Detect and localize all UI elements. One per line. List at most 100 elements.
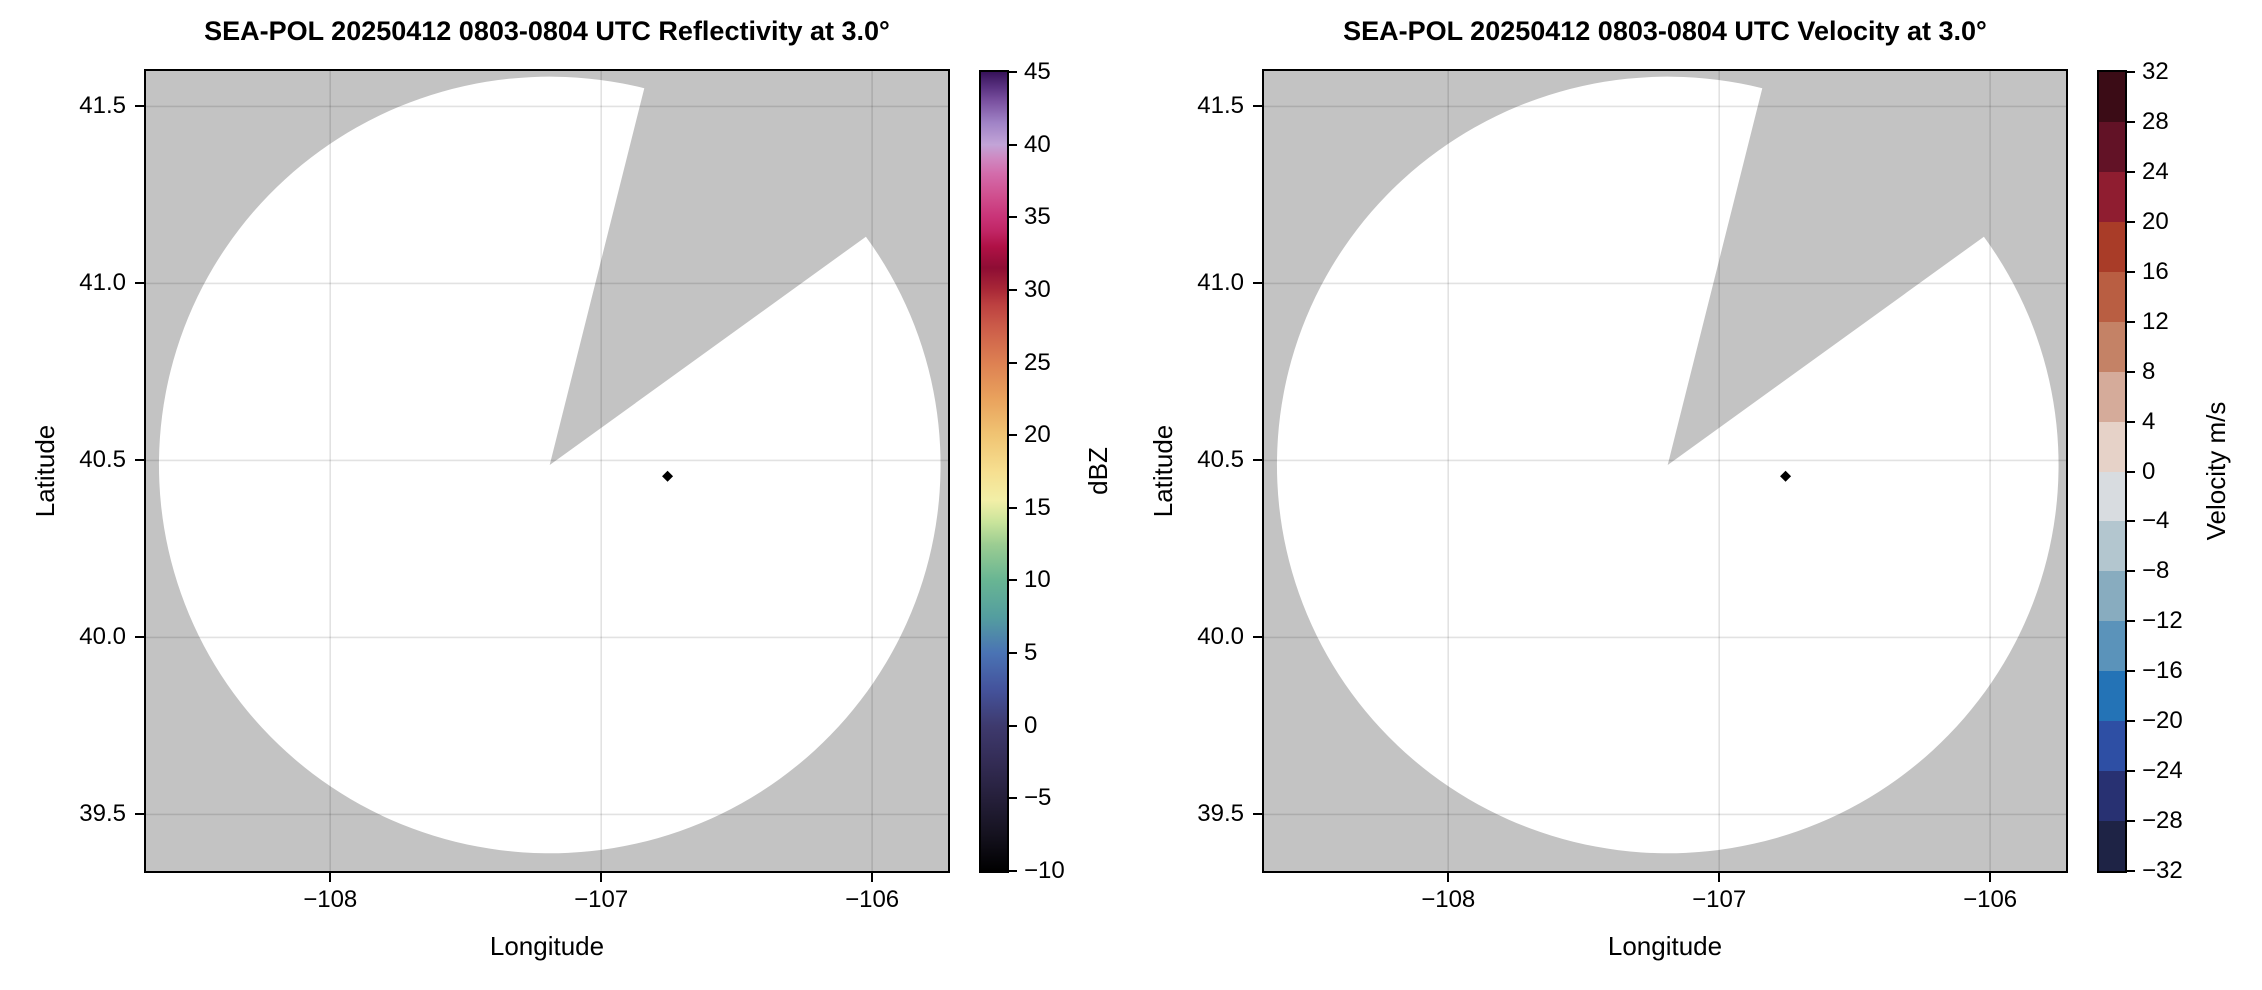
radar-ppi-canvas [146,71,948,871]
y-tick-label: 40.5 [79,446,126,474]
x-tick-label: −107 [1692,886,1747,913]
colorbar-tick-label: 45 [1024,58,1051,85]
x-tick-label: −108 [1421,886,1476,913]
y-tick-label: 41.5 [1197,92,1244,120]
y-tick-label: 39.5 [1197,800,1244,828]
colorbar-tick-label: −28 [2142,807,2183,835]
colorbar-segment [2099,671,2125,722]
missing-data-background [1264,71,2066,871]
x-axis-label: Longitude [489,931,605,961]
plot-title: SEA-POL 20250412 0803-0804 UTC Reflectiv… [204,16,890,46]
velocity-colorbar [2097,70,2127,873]
colorbar-tick [2127,320,2135,323]
x-tick-label: −106 [1963,886,2018,913]
colorbar-tick [2127,220,2135,223]
y-tick [1253,282,1262,285]
colorbar-segment [2099,421,2125,472]
colorbar-tick [2127,120,2135,123]
y-tick [135,813,144,816]
colorbar-tick [1009,71,1017,73]
y-axis-label: Latitude [1148,424,1178,518]
reflectivity-colorbar [979,70,1009,873]
colorbar-tick [2127,270,2135,273]
y-tick [1253,813,1262,816]
plot-axes [144,69,950,873]
colorbar-tick [1009,870,1017,872]
colorbar-segment [2099,72,2125,122]
radar-ppi-canvas [1264,71,2066,871]
x-tick [1989,873,1992,882]
colorbar-tick-label: 12 [2142,307,2169,335]
y-axis-label: Latitude [30,424,60,518]
y-tick-label: 41.0 [1197,269,1244,297]
colorbar-tick-label: −12 [2142,607,2183,635]
colorbar-tick-label: 8 [2142,357,2156,385]
colorbar-tick [1009,506,1017,509]
colorbar-tick-label: 5 [1024,639,1038,667]
colorbar-tick-label: −4 [2142,507,2170,535]
colorbar-tick [1009,216,1017,219]
x-tick-label: −107 [574,886,629,913]
y-tick [135,282,144,285]
y-tick [1253,636,1262,639]
colorbar-segment [2099,121,2125,172]
y-tick [135,459,144,462]
y-tick [1253,459,1262,462]
colorbar-segment [2099,821,2125,871]
colorbar-tick-label: 15 [1024,493,1051,521]
colorbar-label: Velocity m/s [2201,401,2231,541]
plot-title: SEA-POL 20250412 0803-0804 UTC Velocity … [1343,16,1987,46]
colorbar-tick-label: 40 [1024,130,1051,158]
colorbar-tick-label: 0 [1024,711,1038,739]
colorbar-tick-label: 4 [2142,407,2156,435]
radar-site-marker [1780,470,1792,482]
colorbar-tick-label: 32 [2142,58,2169,85]
colorbar-tick-label: 35 [1024,203,1051,231]
colorbar-tick-label: −10 [1024,857,1065,884]
radar-site-marker [662,470,674,482]
colorbar-tick-label: 20 [1024,421,1051,449]
colorbar-tick [2127,570,2135,573]
colorbar-tick-label: 16 [2142,257,2169,285]
colorbar-tick-label: 0 [2142,457,2156,485]
colorbar-tick [1009,361,1017,364]
colorbar-tick [2127,520,2135,523]
y-tick-label: 41.5 [79,92,126,120]
colorbar-tick-label: −20 [2142,707,2183,735]
plot-axes [1262,69,2068,873]
colorbar-tick [2127,870,2135,872]
colorbar-tick-label: 30 [1024,275,1051,303]
radar-scan-coverage [1276,76,2059,854]
colorbar-segment [2099,571,2125,622]
x-tick-label: −108 [303,886,358,913]
colorbar-tick [2127,370,2135,373]
x-tick [871,873,874,882]
colorbar-tick-label: −24 [2142,757,2183,785]
colorbar-tick [2127,620,2135,623]
colorbar-tick [2127,720,2135,723]
colorbar-segment [2099,471,2125,522]
y-tick [135,636,144,639]
y-tick-label: 41.0 [79,269,126,297]
colorbar-tick-label: −32 [2142,857,2183,884]
x-tick [1718,873,1721,882]
colorbar-tick-label: 24 [2142,157,2169,185]
x-tick [1447,873,1450,882]
y-tick-label: 40.0 [79,623,126,651]
colorbar-tick [1009,724,1017,727]
colorbar-tick [1009,652,1017,655]
y-tick-label: 40.5 [1197,446,1244,474]
colorbar-segment [2099,771,2125,822]
y-tick-label: 39.5 [79,800,126,828]
colorbar-segment [2099,371,2125,422]
colorbar-tick [2127,71,2135,73]
colorbar-segment [2099,271,2125,322]
colorbar-segment [2099,171,2125,222]
x-tick [600,873,603,882]
colorbar-tick [1009,143,1017,146]
colorbar-tick [2127,670,2135,673]
y-tick [135,105,144,108]
